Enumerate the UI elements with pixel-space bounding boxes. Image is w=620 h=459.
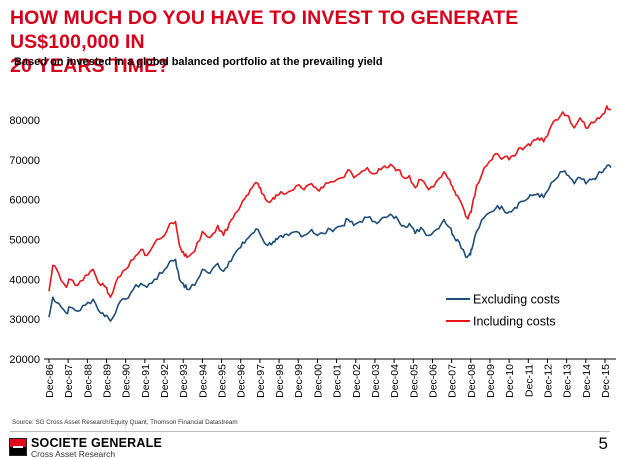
y-tick-label: 40000 xyxy=(9,274,40,286)
y-tick-label: 20000 xyxy=(9,354,40,366)
company-logo: SOCIETE GENERALE Cross Asset Research xyxy=(9,436,209,459)
x-tick-label: Dec-00 xyxy=(312,364,324,398)
x-tick-label: Dec-05 xyxy=(408,364,420,398)
x-tick-label: Dec-90 xyxy=(121,364,133,398)
x-tick-label: Dec-97 xyxy=(255,364,267,398)
x-axis-ticks: Dec-86 Dec-87 Dec-88 Dec-89 Dec-90 Dec-91 Dec-… xyxy=(44,359,612,398)
x-tick-label: Dec-96 xyxy=(236,364,248,398)
logo-mark-icon xyxy=(9,438,27,456)
source-note: Source: SG Cross Asset Research/Equity Q… xyxy=(12,419,238,426)
x-tick-label: Dec-03 xyxy=(370,364,382,398)
series-lines xyxy=(48,105,612,322)
x-tick-label: Dec-09 xyxy=(485,364,497,398)
brand-subtitle: Cross Asset Research xyxy=(31,449,116,459)
x-tick-label: Dec-08 xyxy=(466,364,478,398)
legend-label: Excluding costs xyxy=(473,293,560,307)
x-tick-label: Dec-11 xyxy=(523,364,535,397)
x-tick-label: Dec-98 xyxy=(274,364,286,398)
x-tick-label: Dec-99 xyxy=(293,364,305,398)
x-tick-label: Dec-89 xyxy=(102,364,114,398)
y-tick-label: 80000 xyxy=(9,115,40,127)
page-number: 5 xyxy=(598,434,608,453)
legend-label: Including costs xyxy=(473,315,556,329)
footer-divider xyxy=(10,431,610,432)
x-tick-label: Dec-93 xyxy=(178,364,190,398)
x-tick-label: Dec-01 xyxy=(332,364,344,398)
x-tick-label: Dec-13 xyxy=(562,364,574,398)
y-tick-label: 50000 xyxy=(9,234,40,246)
x-tick-label: Dec-87 xyxy=(63,364,75,398)
page-title: HOW MUCH DO YOU HAVE TO INVEST TO GENERA… xyxy=(10,7,519,77)
chart-legend: Excluding costs Including costs xyxy=(446,293,560,329)
x-tick-label: Dec-92 xyxy=(159,364,171,398)
x-tick-label: Dec-95 xyxy=(217,364,229,398)
x-tick-label: Dec-86 xyxy=(44,364,56,398)
series-line-including-costs xyxy=(48,105,612,298)
x-tick-label: Dec-15 xyxy=(600,364,612,398)
x-tick-label: Dec-91 xyxy=(140,364,152,398)
y-tick-label: 70000 xyxy=(9,155,40,167)
y-tick-label: 60000 xyxy=(9,195,40,207)
chart-subtitle: Based on invested in a global balanced p… xyxy=(14,56,383,68)
brand-name: SOCIETE GENERALE xyxy=(31,436,162,450)
y-tick-label: 30000 xyxy=(9,314,40,326)
x-tick-label: Dec-06 xyxy=(427,364,439,398)
series-line-excluding-costs xyxy=(48,164,612,322)
x-tick-label: Dec-88 xyxy=(82,364,94,398)
x-tick-label: Dec-14 xyxy=(581,364,593,398)
y-axis-ticks: 20000 30000 40000 50000 60000 70000 80000 xyxy=(9,115,40,366)
x-tick-label: Dec-10 xyxy=(504,364,516,398)
x-tick-label: Dec-04 xyxy=(389,364,401,398)
x-tick-label: Dec-07 xyxy=(447,364,459,398)
x-tick-label: Dec-94 xyxy=(197,364,209,398)
x-tick-label: Dec-12 xyxy=(542,364,554,398)
x-tick-label: Dec-02 xyxy=(351,364,363,398)
